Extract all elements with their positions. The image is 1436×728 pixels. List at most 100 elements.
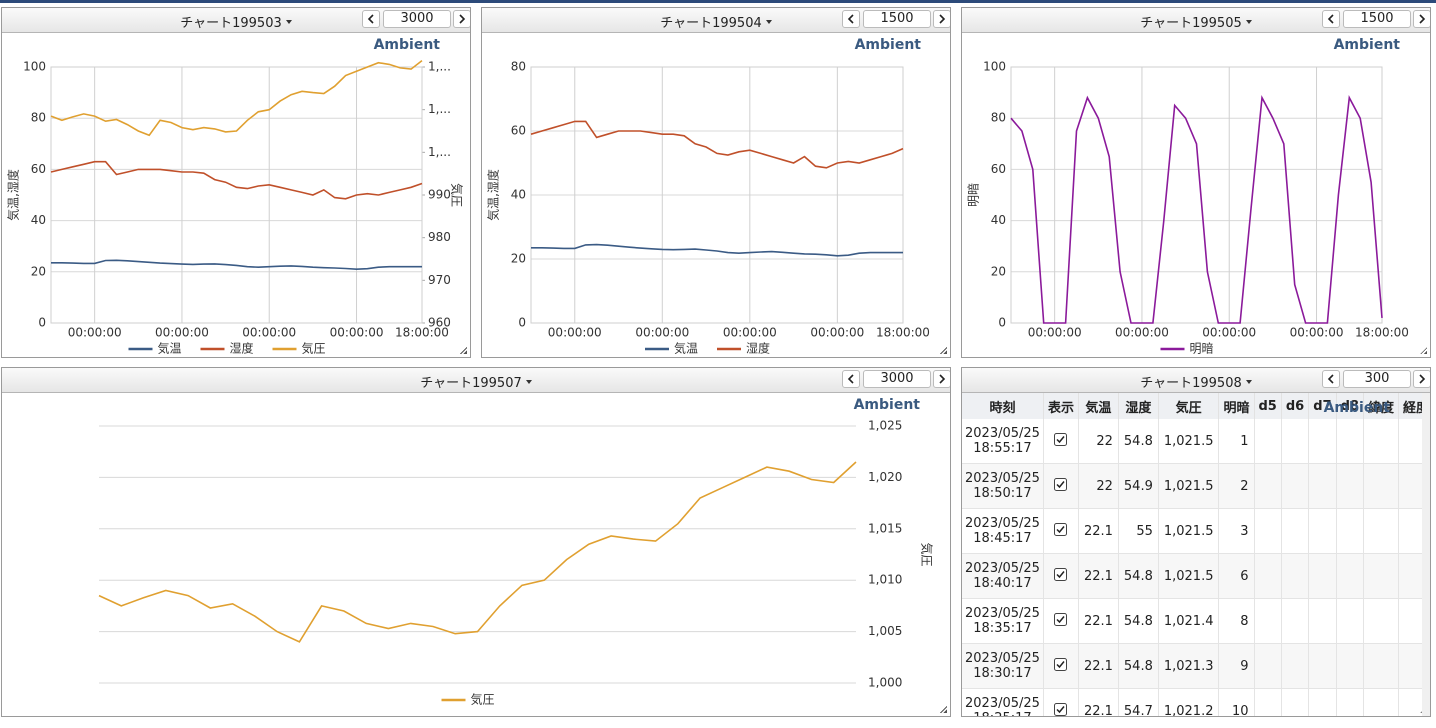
series-line	[1010, 94, 1383, 324]
empty-cell	[1254, 598, 1282, 644]
column-header: 気圧	[1158, 393, 1220, 419]
count-input[interactable]: 1500	[1343, 10, 1411, 28]
panel-header: チャート199503 3000	[2, 8, 470, 33]
value-cell: 10	[1218, 688, 1255, 716]
count-input[interactable]: 1500	[863, 10, 931, 28]
y-tick-label: 60	[31, 162, 46, 176]
empty-cell	[1254, 553, 1282, 599]
prev-button[interactable]	[842, 10, 860, 28]
empty-cell	[1281, 508, 1310, 554]
checkbox[interactable]	[1054, 432, 1068, 450]
legend-label[interactable]: 明暗	[1190, 341, 1214, 356]
checkbox[interactable]	[1054, 477, 1068, 495]
x-tick-label: 00:00:00	[1028, 326, 1082, 340]
panel-title[interactable]: チャート199507	[2, 372, 950, 391]
panel-header: チャート199505 1500	[962, 8, 1430, 33]
checkbox[interactable]	[1054, 567, 1068, 585]
visible-cell	[1043, 553, 1079, 599]
checkbox[interactable]	[1054, 702, 1068, 717]
checkbox[interactable]	[1054, 522, 1068, 540]
y-tick-label: 20	[511, 252, 526, 266]
x-tick-label: 00:00:00	[810, 326, 864, 340]
prev-button[interactable]	[842, 370, 860, 388]
checkbox[interactable]	[1054, 612, 1068, 630]
top-bar	[0, 0, 1436, 3]
empty-cell	[1254, 688, 1282, 716]
panel-title[interactable]: チャート199504	[482, 12, 950, 31]
empty-cell	[1254, 508, 1282, 554]
next-button[interactable]	[1413, 370, 1430, 388]
empty-cell	[1254, 643, 1282, 689]
resize-grip	[1420, 347, 1427, 354]
y2-axis-title: 気圧	[450, 183, 465, 207]
panel: チャート199507 3000 1,000 1,005 1,010 1,015 1,020 1…	[1, 367, 951, 717]
time-cell: 2023/05/25 18:30:17	[962, 643, 1044, 689]
panel: チャート199505 1500 0 20 40 60 80 100 00:00:00 00:00:…	[961, 7, 1431, 358]
chart: 0 20 40 60 80 100 960 970 980 990 1,... 1,... 1,... 0…	[6, 37, 465, 356]
panel-title[interactable]: チャート199503	[2, 12, 470, 31]
y-tick-label: 0	[38, 316, 46, 330]
value-cell: 1,021.5	[1158, 553, 1220, 599]
empty-cell	[1336, 508, 1364, 554]
panel-title[interactable]: チャート199505	[962, 12, 1430, 31]
table-row: 2023/05/25 18:50:17 22 54.9 1,021.5 2	[962, 463, 1430, 509]
value-cell: 2	[1218, 463, 1255, 509]
panel-title[interactable]: チャート199508	[962, 372, 1430, 391]
channel-label: Ambient	[1323, 400, 1390, 416]
y-tick-label: 100	[23, 60, 46, 74]
value-cell: 9	[1218, 643, 1255, 689]
time-cell: 2023/05/25 18:45:17	[962, 508, 1044, 554]
empty-cell	[1308, 598, 1337, 644]
prev-button[interactable]	[1322, 370, 1340, 388]
legend-label[interactable]: 気温	[674, 341, 698, 356]
y-tick-label: 20	[31, 264, 46, 278]
empty-cell	[1308, 508, 1337, 554]
count-input[interactable]: 3000	[863, 370, 931, 388]
next-button[interactable]	[453, 10, 470, 28]
next-button[interactable]	[1413, 10, 1430, 28]
y-tick-label: 80	[31, 111, 46, 125]
count-input[interactable]: 3000	[383, 10, 451, 28]
value-cell: 54.8	[1118, 598, 1159, 644]
y2-tick-label: 960	[428, 316, 451, 330]
value-cell: 22.1	[1078, 688, 1119, 716]
x-tick-label: 00:00:00	[1290, 326, 1344, 340]
empty-cell	[1363, 553, 1399, 599]
legend-label[interactable]: 気圧	[471, 692, 495, 707]
empty-cell	[1308, 463, 1337, 509]
value-cell: 22.1	[1078, 643, 1119, 689]
next-button[interactable]	[933, 10, 950, 28]
legend-label[interactable]: 湿度	[230, 341, 254, 356]
empty-cell	[1281, 419, 1310, 464]
resize-grip	[940, 347, 947, 354]
legend-label[interactable]: 湿度	[746, 341, 770, 356]
visible-cell	[1043, 463, 1079, 509]
x-tick-label: 00:00:00	[723, 326, 777, 340]
value-cell: 8	[1218, 598, 1255, 644]
y-tick-label: 40	[511, 188, 526, 202]
value-cell: 54.9	[1118, 463, 1159, 509]
y-tick-label: 1,020	[868, 470, 902, 484]
prev-button[interactable]	[1322, 10, 1340, 28]
y-tick-label: 1,015	[868, 521, 902, 535]
next-button[interactable]	[933, 370, 950, 388]
legend-label[interactable]: 気温	[158, 341, 182, 356]
empty-cell	[1308, 688, 1337, 716]
legend-label[interactable]: 気圧	[302, 341, 326, 356]
y2-tick-label: 970	[428, 273, 451, 287]
y-axis-title: 気圧	[920, 542, 935, 566]
prev-button[interactable]	[362, 10, 380, 28]
y-axis-title: 気温,湿度	[6, 169, 21, 221]
count-input[interactable]: 300	[1343, 370, 1411, 388]
y2-tick-label: 990	[428, 188, 451, 202]
empty-cell	[1254, 419, 1282, 464]
checkbox[interactable]	[1054, 657, 1068, 675]
empty-cell	[1336, 688, 1364, 716]
empty-cell	[1336, 553, 1364, 599]
panel-header: チャート199504 1500	[482, 8, 950, 33]
value-cell: 1,021.4	[1158, 598, 1220, 644]
empty-cell	[1336, 598, 1364, 644]
value-cell: 1,021.2	[1158, 688, 1220, 716]
y2-tick-label: 1,...	[428, 60, 451, 74]
resize-grip	[940, 706, 947, 713]
